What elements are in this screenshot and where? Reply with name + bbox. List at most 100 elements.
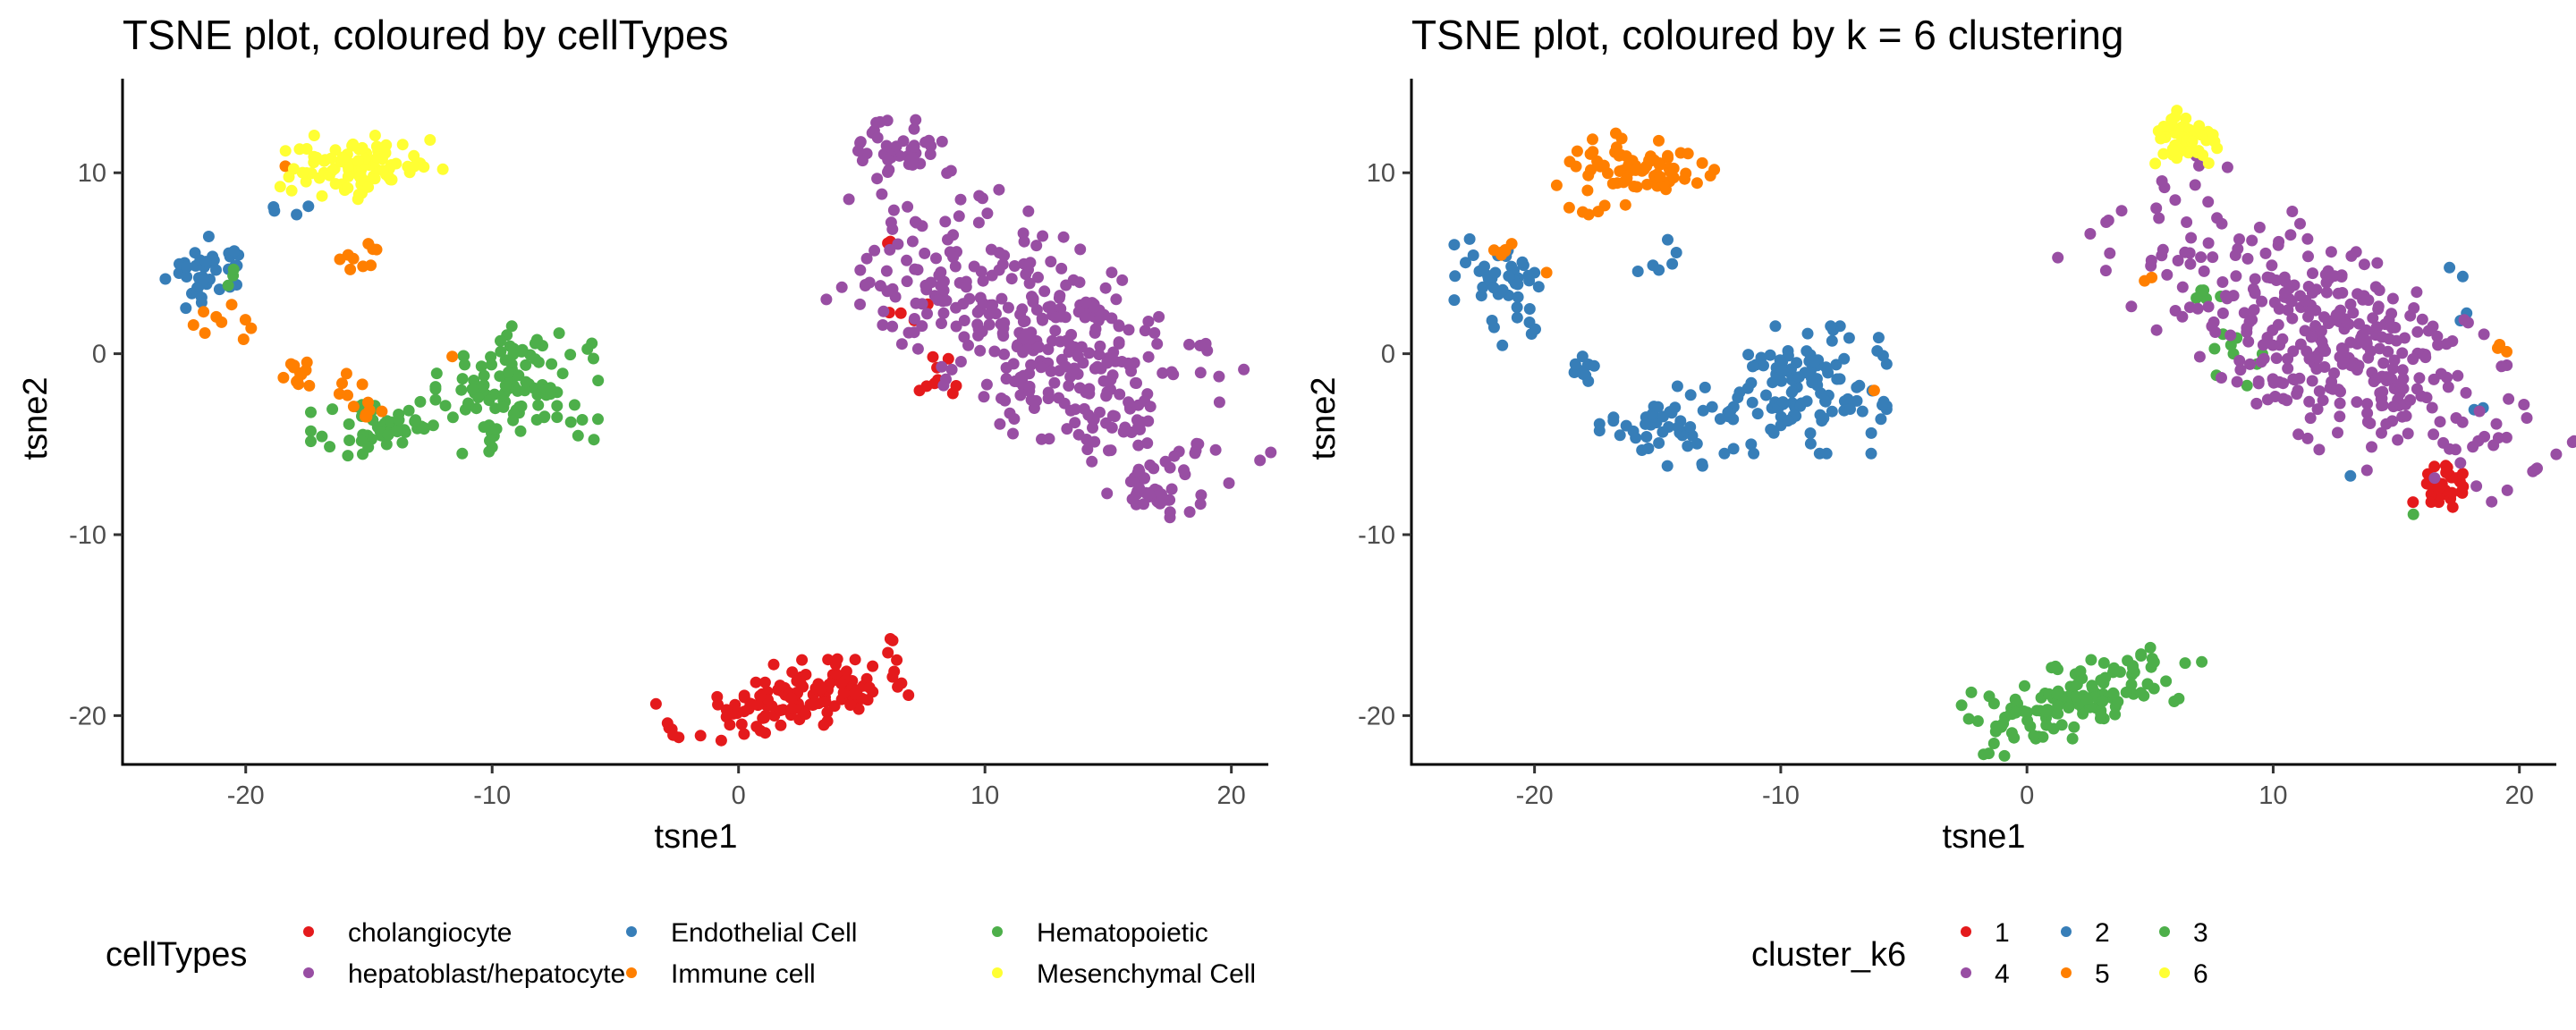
data-point — [1606, 177, 1619, 190]
data-point — [1512, 291, 1524, 303]
data-point — [2434, 416, 2446, 428]
data-point — [2318, 361, 2331, 373]
data-point — [2273, 235, 2285, 248]
data-point — [2399, 332, 2411, 344]
data-point — [2334, 410, 2346, 423]
data-point — [962, 339, 974, 351]
data-point — [2416, 313, 2428, 325]
data-point — [2202, 157, 2215, 169]
data-point — [1640, 418, 1652, 430]
data-point — [429, 383, 442, 395]
data-point — [978, 391, 990, 403]
data-point — [472, 392, 485, 403]
data-point — [909, 215, 921, 228]
legend-label: 1 — [1995, 918, 2010, 948]
data-point — [936, 360, 948, 373]
data-point — [930, 252, 942, 265]
data-point — [1571, 145, 1583, 157]
data-point — [352, 155, 364, 167]
data-point — [1661, 460, 1674, 472]
data-point — [588, 352, 599, 365]
data-point — [949, 260, 962, 273]
data-point — [1092, 315, 1105, 326]
data-point — [1523, 303, 1536, 315]
data-point — [362, 238, 375, 250]
data-point — [396, 436, 409, 449]
data-point — [1194, 498, 1207, 511]
data-point — [486, 359, 497, 371]
data-point — [2206, 320, 2218, 333]
data-point — [1814, 409, 1826, 421]
data-point — [2367, 312, 2379, 325]
data-point — [1540, 266, 1553, 279]
data-point — [2248, 304, 2260, 317]
data-point — [427, 419, 439, 432]
y-tick-label: 10 — [78, 159, 106, 188]
data-point — [2099, 265, 2112, 277]
data-point — [305, 425, 317, 437]
data-point — [344, 263, 357, 275]
data-point — [2316, 335, 2328, 348]
data-point — [1016, 303, 1029, 316]
data-point — [2198, 265, 2210, 277]
data-point — [2008, 731, 2021, 744]
points-layer — [1448, 105, 2576, 762]
data-point — [954, 356, 967, 367]
data-point — [1023, 367, 1036, 380]
data-point — [1223, 477, 1235, 489]
x-tick-label: -20 — [227, 781, 265, 810]
data-point — [2310, 283, 2323, 296]
data-point — [983, 318, 996, 331]
data-point — [994, 418, 1006, 430]
data-point — [1063, 380, 1075, 392]
data-point — [2361, 398, 2373, 410]
legend-item: 5 — [2061, 959, 2110, 989]
data-point — [1748, 447, 1760, 460]
data-point — [976, 325, 988, 338]
data-point — [2052, 700, 2064, 713]
data-point — [939, 215, 952, 228]
data-point — [1143, 487, 1156, 500]
data-point — [2286, 206, 2299, 217]
data-point — [871, 131, 884, 144]
data-point — [2343, 318, 2355, 331]
data-point — [1008, 413, 1021, 425]
data-point — [1045, 300, 1057, 313]
x-tick-label: -20 — [1516, 781, 1554, 810]
data-point — [837, 687, 850, 699]
data-point — [2102, 215, 2114, 226]
data-point — [2320, 286, 2333, 299]
data-point — [1106, 312, 1118, 325]
series-4 — [2052, 149, 2576, 508]
data-point — [2252, 375, 2265, 387]
data-point — [564, 349, 577, 361]
data-point — [1663, 421, 1675, 433]
data-point — [2432, 483, 2445, 495]
data-point — [750, 676, 762, 688]
data-point — [2294, 338, 2307, 350]
data-point — [2304, 305, 2317, 317]
data-point — [916, 320, 928, 333]
data-point — [863, 276, 876, 289]
data-point — [303, 379, 316, 392]
data-point — [2273, 303, 2285, 315]
data-point — [369, 130, 381, 141]
legend-label: 2 — [2095, 918, 2110, 948]
data-point — [376, 405, 388, 418]
data-point — [2432, 339, 2445, 351]
data-point — [1141, 437, 1154, 450]
data-point — [380, 438, 393, 451]
data-point — [1865, 447, 1877, 460]
data-point — [2386, 292, 2399, 305]
data-point — [935, 279, 947, 291]
data-point — [667, 729, 680, 741]
data-point — [1662, 149, 1674, 162]
data-point — [2107, 688, 2120, 700]
data-point — [316, 430, 328, 443]
data-point — [758, 676, 771, 688]
data-point — [342, 171, 354, 182]
data-point — [456, 447, 469, 460]
data-point — [2305, 331, 2318, 343]
data-point — [1463, 232, 1476, 245]
data-point — [908, 122, 920, 135]
